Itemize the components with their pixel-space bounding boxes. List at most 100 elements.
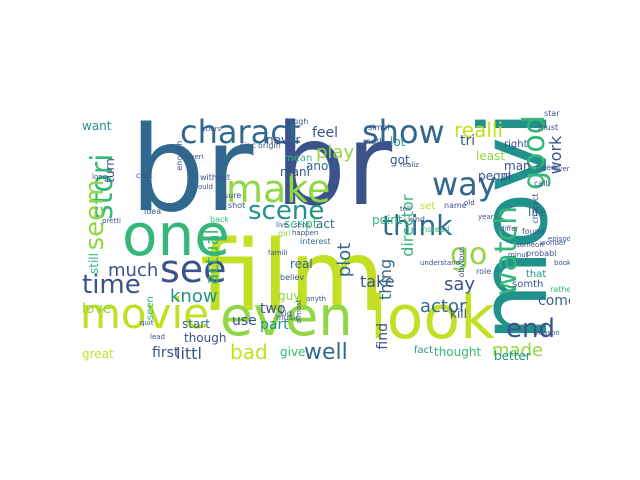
word: least (476, 149, 506, 163)
word: girl (278, 229, 291, 238)
word: kind (408, 215, 426, 224)
word: seem (80, 179, 110, 251)
word: realiz (400, 161, 419, 169)
word: rather (550, 285, 570, 294)
word: take (360, 272, 395, 291)
word: film (200, 220, 385, 334)
word: that (526, 269, 547, 280)
word: sinc (240, 141, 256, 150)
word: never (266, 133, 301, 147)
word: guy (278, 289, 301, 303)
word: role (476, 267, 492, 276)
word: famili (268, 249, 288, 257)
word: kid (280, 309, 292, 318)
word: mani (280, 165, 310, 179)
word: give (280, 345, 306, 359)
word: still (87, 253, 101, 274)
word: back (210, 215, 230, 224)
word: believ (280, 273, 305, 282)
word: probabl (526, 249, 557, 258)
word: noth (366, 137, 385, 146)
word: use (232, 313, 257, 329)
word: want (82, 119, 112, 133)
word: charact (180, 113, 301, 151)
word: find (375, 323, 391, 350)
word: thought (434, 345, 482, 359)
word: pretti (102, 217, 121, 225)
word: star (544, 110, 560, 118)
word: idea (144, 207, 162, 216)
word: live (276, 221, 289, 229)
word: man (504, 159, 531, 173)
word: one (122, 201, 230, 269)
word: br (275, 110, 393, 231)
word: simpl (368, 123, 390, 132)
word: mean (284, 153, 313, 164)
word: even (220, 285, 353, 348)
word: call (534, 179, 548, 188)
word: love (82, 301, 112, 317)
word: reason (536, 329, 560, 337)
word: first (152, 345, 180, 361)
word: year (478, 213, 494, 221)
word: show (362, 113, 445, 151)
word: everi (186, 153, 204, 161)
word: seen (145, 296, 156, 320)
word: thing (376, 258, 395, 300)
word: think (382, 209, 453, 242)
word: realli (454, 118, 504, 142)
word: understand (420, 259, 461, 267)
word: way (432, 165, 497, 203)
word: right (504, 139, 528, 150)
word: two (260, 301, 286, 317)
word: music (276, 313, 300, 322)
word: much (108, 260, 159, 281)
word: long (92, 173, 108, 181)
word: go (450, 237, 488, 272)
word: real (290, 257, 313, 271)
word: fact (414, 345, 434, 356)
word: anoth (306, 159, 341, 173)
word: actual (202, 229, 223, 285)
word: actor (420, 296, 467, 317)
word: point (372, 213, 403, 227)
word: scene (248, 196, 325, 226)
word: know (170, 286, 218, 307)
word: run (498, 171, 510, 179)
word: cast (136, 171, 153, 180)
word: old (464, 199, 475, 207)
word: episod (548, 235, 570, 243)
word: tri (460, 133, 476, 149)
word: almost (295, 299, 303, 324)
word: plot (334, 242, 355, 278)
word: end (506, 314, 555, 344)
word: peopl (478, 169, 512, 183)
word: origin (258, 141, 281, 150)
word: happen (292, 229, 319, 237)
word: life (528, 205, 547, 219)
word: found (522, 227, 545, 236)
word: though (184, 331, 227, 345)
word: wonder (540, 239, 567, 247)
word: kill (450, 307, 467, 321)
word: part (260, 317, 289, 333)
word: quit (140, 319, 154, 327)
word: name (444, 201, 467, 210)
word: time (82, 270, 141, 300)
word: see (160, 247, 227, 291)
word: play (316, 142, 355, 163)
word: somth (512, 279, 544, 290)
word-cloud: br br movi film one even look movie make see chara… (80, 110, 570, 370)
word: great (82, 347, 114, 361)
word: better (494, 349, 531, 363)
word: lead (150, 333, 165, 341)
word: shot (228, 201, 246, 210)
word: enough (175, 140, 184, 171)
word: set (420, 201, 436, 212)
word: look (370, 283, 495, 353)
word: book (554, 259, 570, 267)
word: could (194, 183, 213, 191)
word: cours (202, 125, 222, 133)
word: act (316, 217, 335, 231)
word: anyth (306, 295, 327, 303)
